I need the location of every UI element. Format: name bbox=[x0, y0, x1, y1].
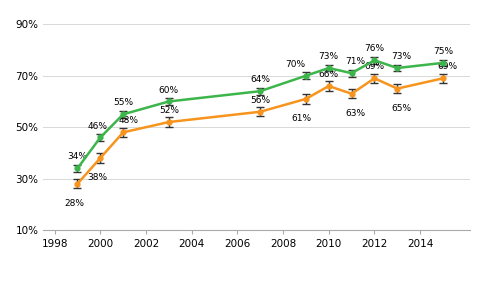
Text: 66%: 66% bbox=[319, 70, 339, 79]
Text: 55%: 55% bbox=[113, 99, 133, 107]
Text: 34%: 34% bbox=[68, 153, 87, 161]
Text: 61%: 61% bbox=[292, 114, 312, 123]
Text: 64%: 64% bbox=[250, 75, 270, 84]
Text: 73%: 73% bbox=[391, 52, 411, 61]
Text: 28%: 28% bbox=[65, 199, 84, 208]
Text: 65%: 65% bbox=[391, 104, 411, 113]
Text: 38%: 38% bbox=[87, 173, 108, 182]
Text: 52%: 52% bbox=[159, 106, 179, 115]
Text: 73%: 73% bbox=[319, 52, 339, 61]
Text: 46%: 46% bbox=[87, 122, 108, 131]
Text: 60%: 60% bbox=[159, 86, 179, 94]
Text: 75%: 75% bbox=[433, 47, 453, 56]
Text: 76%: 76% bbox=[364, 44, 384, 53]
Text: 56%: 56% bbox=[250, 96, 270, 105]
Text: 70%: 70% bbox=[285, 60, 305, 69]
Text: 69%: 69% bbox=[437, 62, 457, 71]
Text: 69%: 69% bbox=[364, 62, 384, 71]
Text: 63%: 63% bbox=[346, 109, 366, 118]
Text: 71%: 71% bbox=[346, 57, 366, 66]
Text: 48%: 48% bbox=[119, 117, 139, 125]
